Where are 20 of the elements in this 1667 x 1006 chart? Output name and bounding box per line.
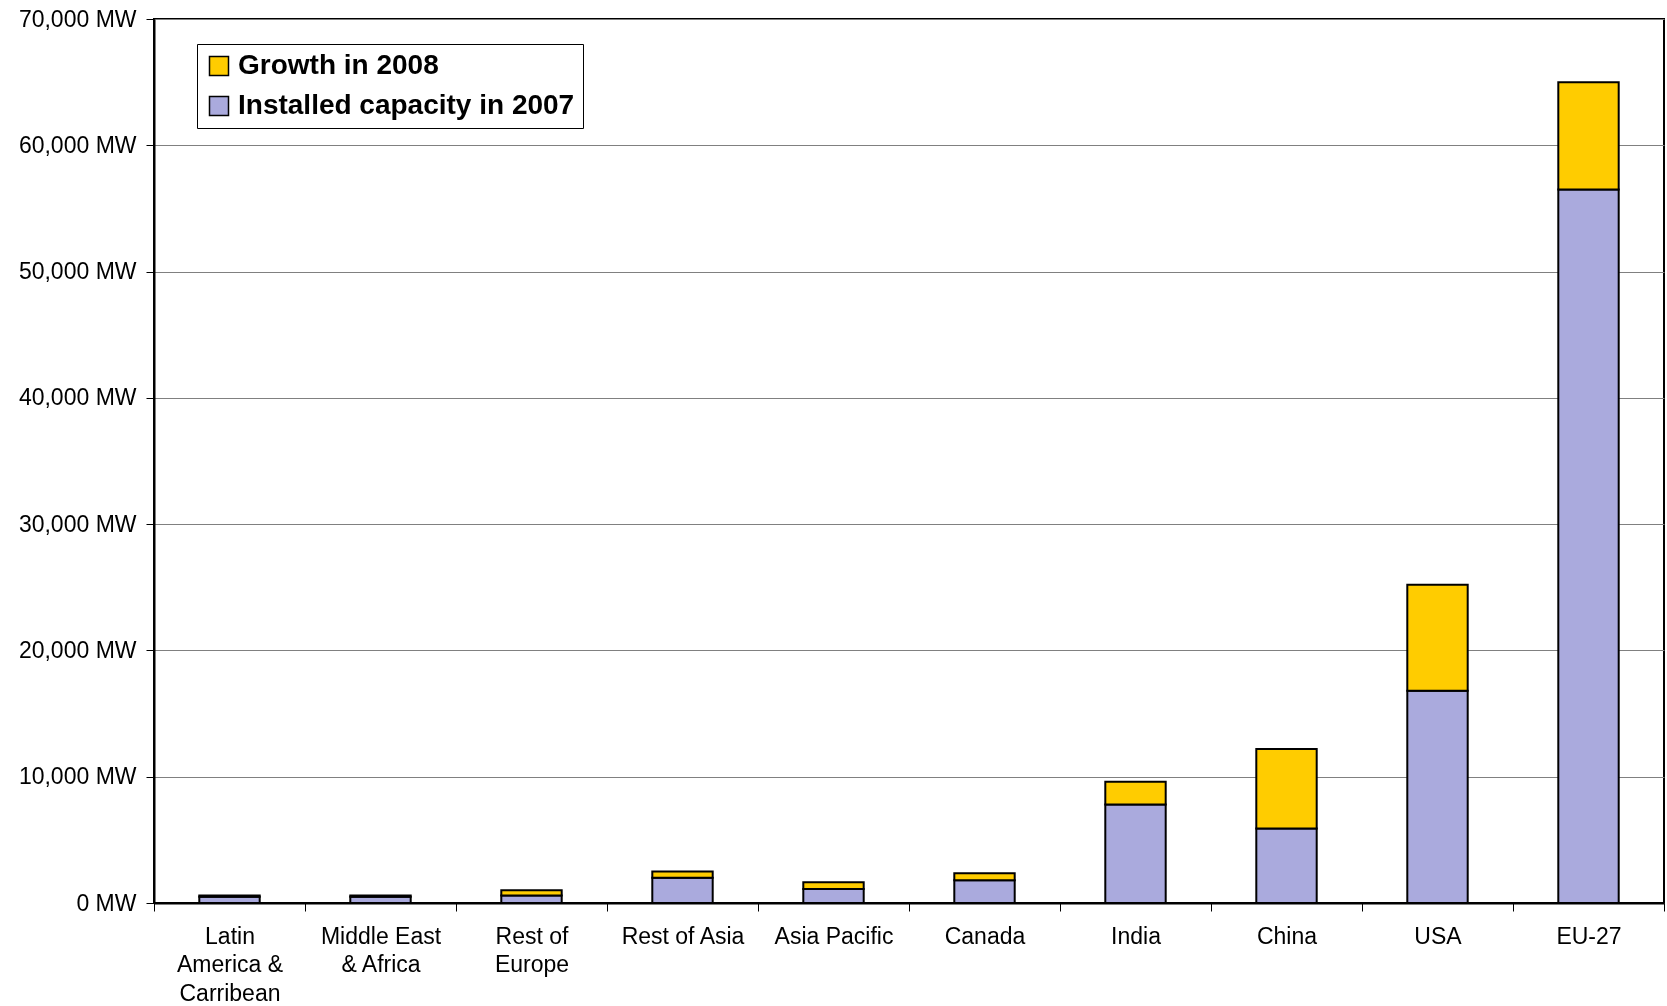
x-tick-label: Latin America & Carribean <box>176 922 284 1006</box>
legend-label: Installed capacity in 2007 <box>238 89 575 120</box>
y-tick-label: 40,000 MW <box>18 384 137 411</box>
y-tick-label: 30,000 MW <box>18 510 137 537</box>
y-tick-label: 70,000 MW <box>18 5 137 32</box>
x-tick-label: EU-27 <box>1556 922 1622 949</box>
y-tick-label: 0 MW <box>76 889 137 916</box>
y-tick-label: 10,000 MW <box>18 763 137 790</box>
legend-label: Growth in 2008 <box>238 49 439 80</box>
x-tick-label: Rest of Europe <box>494 922 570 977</box>
y-tick-label: 50,000 MW <box>18 258 137 285</box>
x-tick-label: USA <box>1414 922 1463 949</box>
y-tick-label: 20,000 MW <box>18 636 137 663</box>
x-tick-label: Middle East & Africa <box>320 922 442 977</box>
x-tick-label: China <box>1256 922 1318 949</box>
x-tick-label: India <box>1111 922 1162 949</box>
x-tick-label: Asia Pacific <box>774 922 894 949</box>
y-tick-label: 60,000 MW <box>18 131 137 158</box>
x-tick-label: Canada <box>944 922 1026 949</box>
x-tick-label: Rest of Asia <box>621 922 745 949</box>
